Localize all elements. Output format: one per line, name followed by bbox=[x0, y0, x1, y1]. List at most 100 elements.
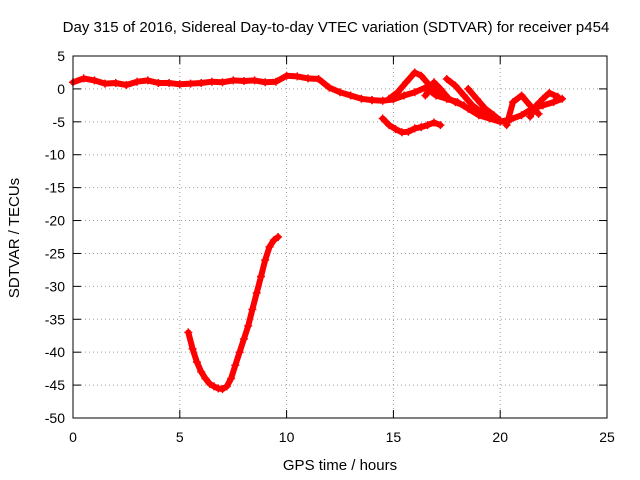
data-point bbox=[111, 79, 120, 87]
x-axis-label: GPS time / hours bbox=[283, 457, 397, 474]
data-point bbox=[252, 288, 261, 297]
y-tick-label: -5 bbox=[53, 114, 66, 130]
data-point bbox=[423, 121, 432, 130]
data-point bbox=[442, 75, 451, 83]
data-point bbox=[207, 77, 216, 86]
data-point bbox=[192, 358, 201, 367]
data-point bbox=[436, 84, 445, 93]
y-tick-label: -45 bbox=[45, 377, 65, 393]
data-point bbox=[477, 107, 485, 116]
data-point bbox=[346, 91, 355, 100]
data-point bbox=[385, 94, 394, 103]
data-point bbox=[304, 74, 312, 83]
data-point bbox=[257, 272, 265, 281]
data-point bbox=[517, 91, 526, 100]
data-series-group bbox=[378, 114, 445, 137]
data-point bbox=[90, 76, 99, 85]
data-point bbox=[410, 124, 419, 133]
data-point bbox=[205, 379, 214, 388]
data-point bbox=[436, 121, 445, 130]
data-point bbox=[496, 116, 505, 125]
data-point bbox=[184, 328, 193, 337]
data-point bbox=[186, 79, 195, 88]
data-point bbox=[101, 79, 109, 88]
data-point bbox=[336, 88, 344, 97]
data-point bbox=[444, 94, 453, 103]
data-point bbox=[385, 121, 394, 130]
data-point bbox=[250, 76, 259, 85]
data-point bbox=[239, 335, 248, 343]
series-line bbox=[443, 76, 493, 122]
data-series-group bbox=[526, 88, 562, 121]
x-tick-label: 20 bbox=[492, 429, 508, 445]
data-point bbox=[248, 305, 257, 314]
data-point bbox=[538, 94, 547, 103]
data-point bbox=[553, 92, 562, 101]
grid-lines bbox=[73, 56, 607, 418]
data-point bbox=[210, 382, 218, 391]
y-tick-label: 5 bbox=[57, 48, 65, 64]
data-point bbox=[197, 367, 206, 376]
data-series-group bbox=[184, 233, 283, 393]
data-point bbox=[509, 98, 517, 107]
data-point bbox=[154, 79, 163, 87]
data-point bbox=[451, 81, 460, 90]
data-point bbox=[218, 385, 227, 393]
y-tick-label: -10 bbox=[45, 147, 65, 163]
data-point bbox=[378, 96, 387, 105]
y-tick-label: -35 bbox=[45, 311, 65, 327]
data-point bbox=[325, 83, 334, 92]
series-line bbox=[379, 115, 444, 136]
data-point bbox=[269, 236, 278, 245]
data-point bbox=[545, 88, 554, 97]
data-point bbox=[165, 79, 174, 87]
data-point bbox=[464, 104, 473, 113]
data-point bbox=[402, 78, 411, 87]
data-point bbox=[472, 94, 481, 103]
data-point bbox=[188, 344, 197, 353]
data-point bbox=[410, 68, 419, 77]
tick-labels: 0 5 10 15 20 25 5 0 -5 -10 -15 -20 -25 -30 -35 -40 -45 -5… bbox=[45, 48, 615, 445]
y-tick-label: -50 bbox=[45, 410, 65, 426]
data-point bbox=[175, 80, 184, 89]
data-point bbox=[229, 76, 238, 85]
data-point bbox=[227, 374, 236, 383]
y-tick-label: -20 bbox=[45, 213, 65, 229]
data-point bbox=[261, 256, 270, 264]
data-point bbox=[532, 101, 541, 110]
data-point bbox=[393, 88, 402, 97]
data-point bbox=[378, 114, 387, 123]
y-tick-label: -30 bbox=[45, 278, 65, 294]
data-point bbox=[201, 374, 210, 383]
data-point bbox=[197, 79, 206, 87]
data-point bbox=[502, 121, 511, 130]
y-tick-label: 0 bbox=[57, 81, 65, 97]
plot-frame bbox=[72, 55, 608, 419]
data-point bbox=[517, 111, 526, 120]
data-series-group bbox=[69, 71, 376, 105]
chart-title: Day 315 of 2016, Sidereal Day-to-day VTE… bbox=[63, 19, 610, 36]
x-tick-label: 15 bbox=[386, 429, 402, 445]
data-point bbox=[357, 94, 366, 103]
data-series bbox=[69, 68, 567, 393]
series-line bbox=[386, 69, 450, 102]
data-point bbox=[143, 76, 152, 85]
data-point bbox=[534, 109, 543, 118]
y-tick-label: -40 bbox=[45, 344, 65, 360]
data-point bbox=[391, 125, 400, 134]
data-point bbox=[417, 123, 426, 132]
data-point bbox=[274, 233, 283, 241]
data-point bbox=[265, 242, 274, 251]
axis-ticks bbox=[72, 55, 608, 419]
data-point bbox=[549, 98, 558, 107]
y-tick-label: -15 bbox=[45, 180, 65, 196]
x-tick-label: 10 bbox=[279, 429, 295, 445]
x-tick-label: 0 bbox=[69, 429, 77, 445]
data-point bbox=[133, 77, 142, 86]
data-point bbox=[271, 77, 280, 86]
data-point bbox=[464, 84, 473, 93]
data-point bbox=[222, 382, 231, 391]
data-point bbox=[417, 71, 426, 80]
